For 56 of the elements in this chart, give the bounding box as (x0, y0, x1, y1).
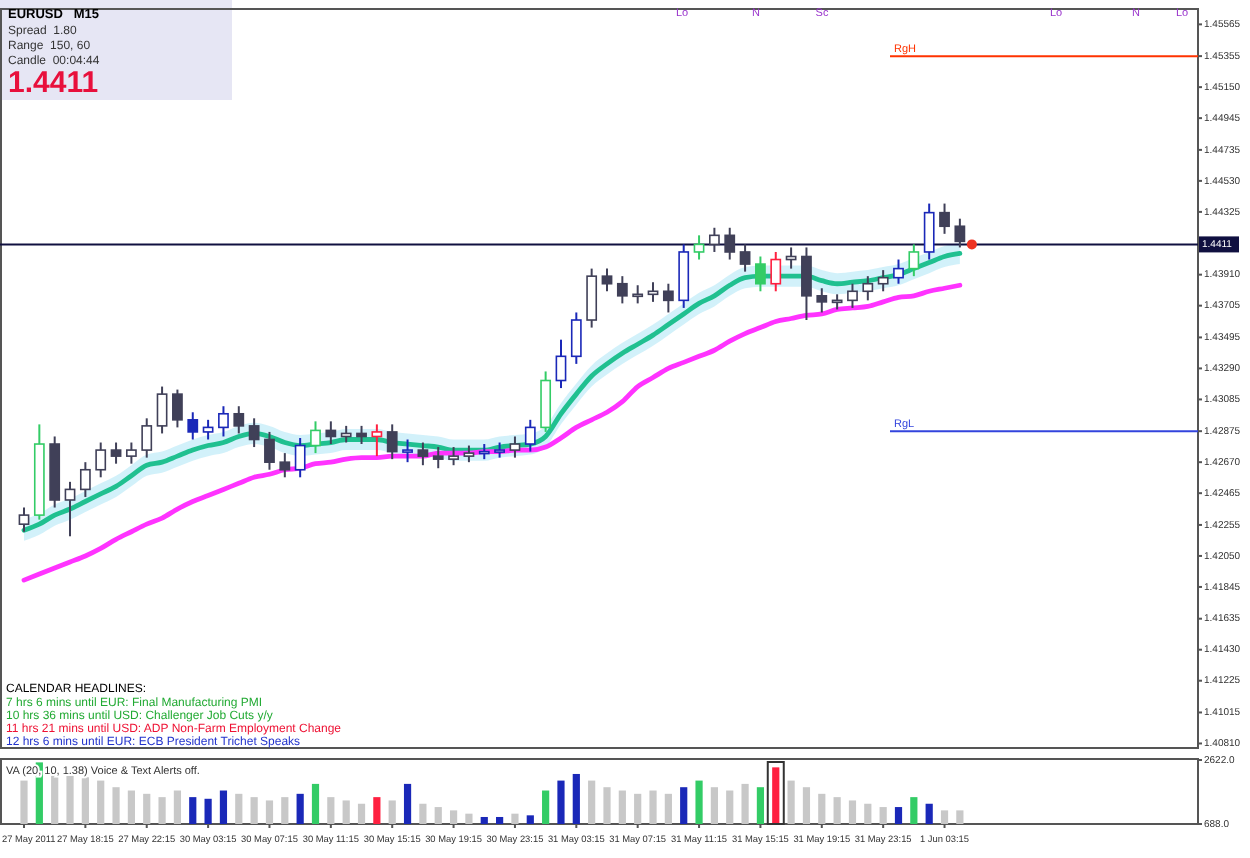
candlestick (524, 418, 536, 453)
candlestick (95, 441, 107, 479)
candlestick (662, 282, 674, 314)
candlestick (356, 424, 367, 446)
candlestick (509, 435, 521, 459)
candlestick (279, 452, 291, 479)
candlestick (601, 267, 613, 293)
candlestick (402, 438, 413, 464)
annotation: 1.4411 (8, 66, 99, 100)
candlestick (847, 282, 858, 309)
candlestick (218, 405, 229, 438)
candlestick (202, 418, 214, 441)
candlestick (893, 258, 904, 285)
candlestick (801, 246, 812, 322)
candlestick (187, 411, 199, 441)
candlestick (125, 441, 137, 465)
candlestick (448, 446, 459, 467)
candlestick (785, 246, 797, 270)
candlestick (386, 423, 398, 461)
candlestick (264, 430, 275, 471)
line-series (21, 282, 963, 583)
candlestick (954, 217, 966, 249)
candlestick (18, 506, 30, 533)
candlestick (325, 420, 337, 446)
candlestick (755, 255, 766, 293)
candlestick (555, 338, 567, 390)
candlestick (862, 275, 874, 302)
candlestick (724, 226, 736, 261)
candlestick (64, 480, 76, 538)
candlestick (248, 417, 260, 449)
candlestick (540, 370, 552, 433)
candlestick (693, 234, 705, 261)
candlestick (371, 423, 383, 458)
candlestick (310, 420, 321, 455)
candlestick (570, 311, 582, 365)
candlestick (141, 417, 153, 459)
candlestick (432, 446, 444, 470)
candlestick (770, 250, 782, 293)
candlestick (632, 284, 644, 305)
candlestick (739, 243, 751, 273)
candlestick (616, 275, 628, 305)
candlestick (156, 385, 168, 435)
candlestick (586, 267, 598, 329)
candlestick (816, 287, 828, 314)
candlestick (294, 436, 306, 479)
candlestick (110, 441, 122, 465)
candlestick (923, 202, 935, 261)
candlestick (79, 461, 91, 498)
candlestick (939, 202, 950, 235)
candlestick (647, 281, 659, 303)
candlestick (908, 243, 920, 278)
candlestick (417, 441, 429, 467)
candlestick (708, 226, 720, 253)
candlestick (172, 388, 183, 429)
candlestick (877, 269, 889, 293)
candlestick (233, 405, 245, 435)
